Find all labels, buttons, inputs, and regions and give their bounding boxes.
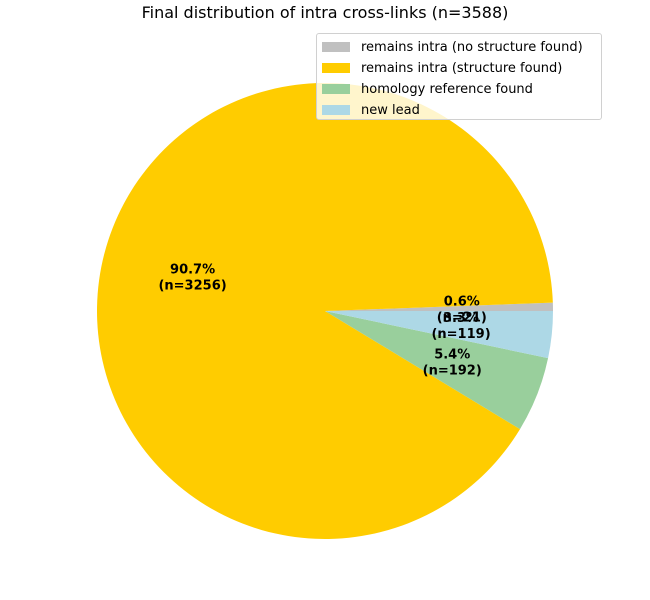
legend-swatch xyxy=(322,84,350,94)
legend-swatch xyxy=(322,42,350,52)
pie-slice xyxy=(97,82,553,539)
legend-entry: remains intra (no structure found) xyxy=(321,37,601,58)
legend-swatch xyxy=(322,105,350,115)
legend-entry: remains intra (structure found) xyxy=(321,58,601,79)
legend: remains intra (no structure found) remai… xyxy=(316,33,602,120)
legend-label: homology reference found xyxy=(361,82,533,97)
slice-label: 3.3% (n=119) xyxy=(431,311,490,342)
legend-label: remains intra (structure found) xyxy=(361,61,563,76)
legend-entry: homology reference found xyxy=(321,79,601,100)
slice-label: 5.4% (n=192) xyxy=(423,347,482,378)
pie-slice xyxy=(325,302,553,311)
slice-label: 0.6% (n=21) xyxy=(437,294,487,325)
slice-label: 90.7% (n=3256) xyxy=(158,263,226,294)
legend-label: remains intra (no structure found) xyxy=(361,40,583,55)
chart-title: Final distribution of intra cross-links … xyxy=(141,3,509,22)
legend-entry: new lead xyxy=(321,100,601,121)
legend-swatch xyxy=(322,63,350,73)
legend-label: new lead xyxy=(361,103,420,118)
pie-slice xyxy=(325,311,553,359)
pie-slice xyxy=(325,311,549,430)
